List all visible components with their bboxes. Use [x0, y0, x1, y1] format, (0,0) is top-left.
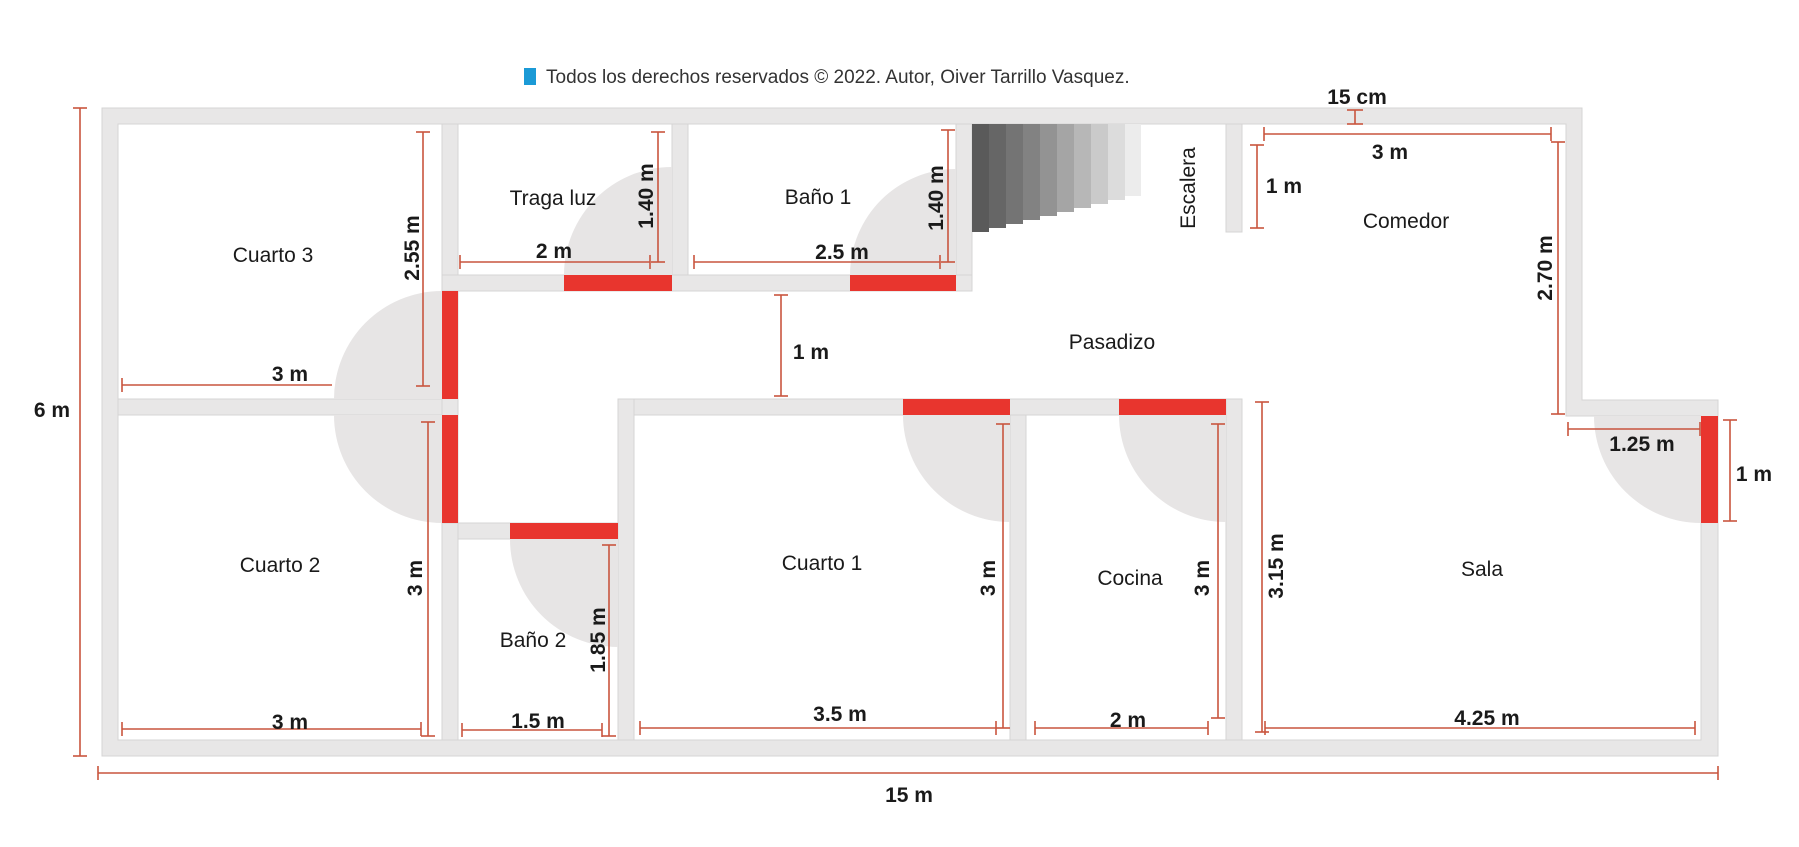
door-entrada — [1701, 416, 1718, 523]
label-bano1: Baño 1 — [785, 186, 852, 209]
dim-entrance-width: 1.25 m — [1609, 433, 1674, 456]
dim-cuarto2-width: 3 m — [272, 711, 308, 734]
door-cocina — [1119, 399, 1226, 415]
dim-bano1-width: 2.5 m — [815, 241, 869, 264]
dim-pasadizo-width: 1 m — [793, 341, 829, 364]
label-pasadizo: Pasadizo — [1069, 331, 1155, 354]
dim-tragaluz-height: 1.40 m — [635, 163, 658, 228]
label-traga-luz: Traga luz — [510, 187, 597, 210]
dim-cuarto2-height: 3 m — [404, 560, 427, 596]
label-cuarto3: Cuarto 3 — [233, 244, 314, 267]
door-swing-bano1 — [850, 169, 956, 275]
dim-total-height: 6 m — [34, 399, 70, 422]
dim-sala-width: 4.25 m — [1454, 707, 1519, 730]
dim-cocina-height: 3 m — [1191, 560, 1214, 596]
dim-escalera-gap: 1 m — [1266, 175, 1302, 198]
door-swing-cuarto1 — [903, 415, 1010, 522]
label-bano2: Baño 2 — [500, 629, 567, 652]
dim-cocina-width: 2 m — [1110, 709, 1146, 732]
label-sala: Sala — [1461, 558, 1503, 581]
door-bano2 — [510, 523, 618, 539]
wall-bano1-east — [955, 123, 973, 276]
label-cuarto2: Cuarto 2 — [240, 554, 321, 577]
dim-cuarto3-height: 2.55 m — [401, 215, 424, 280]
wall-bano2-east — [617, 398, 635, 741]
dim-cuarto1-width: 3.5 m — [813, 703, 867, 726]
dim-bano2-width: 1.5 m — [511, 710, 565, 733]
wall-tragaluz-bano1 — [671, 123, 689, 276]
doors — [442, 275, 1718, 539]
door-cuarto1 — [903, 399, 1010, 415]
dim-cuarto3-width: 3 m — [272, 363, 308, 386]
door-cuarto3 — [442, 291, 458, 399]
interior-walls — [117, 123, 1243, 741]
dim-bano2-height: 1.85 m — [587, 607, 610, 672]
label-comedor: Comedor — [1363, 210, 1449, 233]
dim-comedor-width: 3 m — [1372, 141, 1408, 164]
dimension-labels: 6 m 15 m 15 cm 2.55 m 3 m 1.40 m 2 m 1.4… — [34, 86, 1772, 807]
label-escalera: Escalera — [1177, 147, 1200, 229]
wall-cuarto1-cocina — [1009, 414, 1027, 741]
staircase — [972, 124, 1141, 232]
wall-escalera-comedor — [1225, 123, 1243, 233]
door-swings — [334, 167, 1701, 647]
dim-wall-thickness: 15 cm — [1327, 86, 1387, 109]
wall-cuarto3-bottom — [117, 398, 443, 416]
door-swing-cuarto3 — [334, 291, 442, 399]
dim-bano1-height: 1.40 m — [925, 165, 948, 230]
door-swing-cocina — [1119, 415, 1226, 522]
wall-cuarto2-east — [441, 522, 459, 741]
dim-comedor-height: 2.70 m — [1534, 235, 1557, 300]
label-cuarto1: Cuarto 1 — [782, 552, 863, 575]
door-cuarto2 — [442, 415, 458, 523]
label-cocina: Cocina — [1097, 567, 1163, 590]
door-swing-bano2 — [510, 539, 618, 647]
dim-cuarto1-height: 3 m — [977, 560, 1000, 596]
wall-cocina-sala — [1225, 398, 1243, 741]
door-swing-tragaluz — [564, 167, 672, 275]
dim-tragaluz-width: 2 m — [536, 240, 572, 263]
door-swing-cuarto2 — [334, 415, 442, 523]
door-tragaluz — [564, 275, 672, 291]
door-swing-entrada — [1594, 416, 1701, 523]
dimension-lines — [73, 107, 1737, 780]
dim-sala-height: 3.15 m — [1265, 533, 1288, 598]
copyright-text: Todos los derechos reservados © 2022. Au… — [546, 67, 1130, 88]
dim-total-width: 15 m — [885, 784, 933, 807]
door-bano1 — [850, 275, 956, 291]
dim-entrance-height: 1 m — [1736, 463, 1772, 486]
copyright-marker — [524, 68, 536, 85]
room-labels: Cuarto 3 Traga luz Baño 1 Escalera Comed… — [233, 147, 1504, 652]
